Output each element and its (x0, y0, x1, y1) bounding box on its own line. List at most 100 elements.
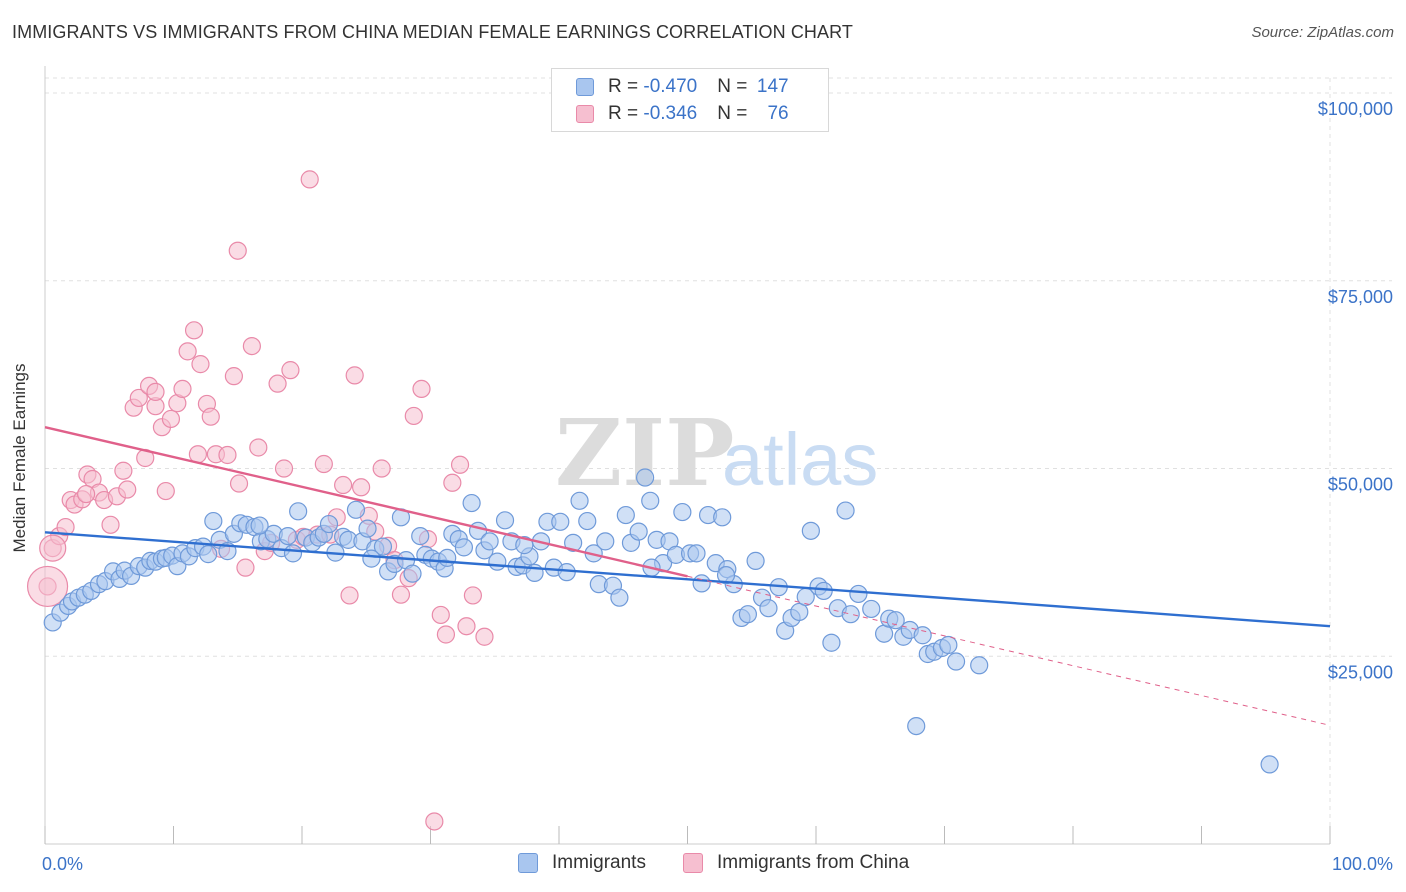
china-point (249, 438, 268, 457)
china-trend-extension (687, 575, 1331, 726)
immigrants-point (551, 512, 570, 531)
china-point (101, 515, 120, 534)
china-point (450, 455, 470, 474)
immigrants-point (480, 532, 499, 551)
china-point (56, 517, 75, 537)
immigrants-point (578, 511, 597, 531)
legend-row-china: R = -0.346 N = 76 (576, 101, 789, 127)
china-point (161, 409, 181, 429)
china-point (228, 241, 247, 260)
immigrants-point (939, 635, 958, 655)
legend-r-value: -0.470 (643, 76, 698, 97)
china-trend-line (44, 426, 688, 578)
china-point (114, 461, 133, 480)
china-point (475, 627, 494, 646)
immigrants-point (822, 633, 841, 652)
china-point (201, 407, 220, 426)
immigrants-point (616, 505, 635, 525)
china-point (184, 321, 204, 340)
immigrants-points (43, 468, 1279, 774)
china-point (457, 617, 476, 636)
china-point (224, 367, 243, 386)
china-point-large (39, 534, 67, 562)
immigrants-point (438, 548, 457, 567)
series-label-immigrants: Immigrants (552, 852, 646, 873)
watermark-zip: ZIP (555, 399, 734, 507)
china-point (281, 361, 300, 380)
china-point-large (26, 565, 69, 608)
x-tick-label-left: 0.0% (42, 854, 83, 874)
immigrants-point (610, 588, 629, 607)
china-point (345, 366, 364, 385)
series-label-china: Immigrants from China (717, 852, 910, 873)
legend-n-label: N = (717, 76, 753, 97)
immigrants-point (283, 544, 303, 563)
immigrants-point (278, 526, 297, 546)
immigrants-point (687, 544, 706, 563)
series-legend-immigrants: Immigrants (518, 852, 646, 874)
y-tick-label: $100,000 (1318, 99, 1393, 119)
china-point (340, 586, 359, 605)
china-point (129, 388, 148, 408)
china-point (146, 382, 165, 402)
china-point (412, 379, 431, 399)
tick-labels: $25,000 $50,000 $75,000 $100,000 0.0% 100.0% (42, 99, 1393, 874)
immigrants-point (970, 656, 989, 675)
immigrants-point (564, 533, 583, 552)
immigrants-point (358, 519, 377, 538)
immigrants-point (713, 508, 732, 527)
immigrants-point (411, 526, 430, 546)
china-point (391, 585, 411, 604)
immigrants-point (841, 605, 860, 624)
legend-swatch-blue (576, 78, 594, 96)
legend-swatch-pink (576, 105, 594, 123)
china-point (274, 459, 294, 478)
series-swatch-pink (683, 853, 703, 873)
china-point (463, 586, 483, 605)
china-point (242, 337, 261, 356)
china-point (300, 170, 319, 189)
china-point (443, 473, 462, 492)
immigrants-point (913, 626, 932, 645)
immigrants-point (250, 516, 269, 535)
immigrants-point (886, 611, 905, 630)
immigrants-point (596, 532, 615, 551)
immigrants-point (849, 584, 868, 604)
trend-lines (44, 426, 1331, 726)
legend-r-label: R = (608, 76, 644, 97)
china-point (77, 484, 96, 504)
china-point (173, 379, 192, 399)
series-legend-china: Immigrants from China (683, 852, 909, 874)
immigrants-point (1260, 755, 1279, 774)
axes (44, 66, 1331, 845)
immigrants-point (946, 652, 966, 671)
immigrants-point (362, 549, 381, 568)
watermark-atlas: atlas (722, 418, 878, 501)
immigrants-point (673, 502, 692, 522)
immigrants-point (790, 602, 809, 622)
immigrants-point (488, 552, 507, 571)
immigrants-point (629, 522, 648, 541)
legend-n-value: 147 (756, 76, 789, 97)
immigrants-point (907, 716, 926, 736)
immigrants-point (319, 514, 339, 534)
china-point (156, 481, 175, 501)
immigrants-point (801, 521, 820, 540)
immigrants-point (515, 536, 534, 555)
immigrants-point (204, 511, 223, 531)
chart-title: IMMIGRANTS VS IMMIGRANTS FROM CHINA MEDI… (12, 22, 854, 42)
china-point (334, 475, 353, 495)
china-points (26, 170, 494, 831)
immigrants-point (862, 599, 881, 619)
immigrants-point (289, 502, 308, 521)
correlation-legend: R = -0.470 N = 147 R = -0.346 N = 76 (551, 68, 829, 132)
china-point (118, 480, 137, 499)
china-point (404, 406, 423, 426)
immigrants-point (462, 493, 481, 513)
immigrants-point (641, 491, 660, 510)
immigrants-point (836, 501, 855, 520)
immigrants-point (814, 581, 833, 601)
immigrants-point (199, 545, 218, 564)
china-point (268, 374, 287, 393)
